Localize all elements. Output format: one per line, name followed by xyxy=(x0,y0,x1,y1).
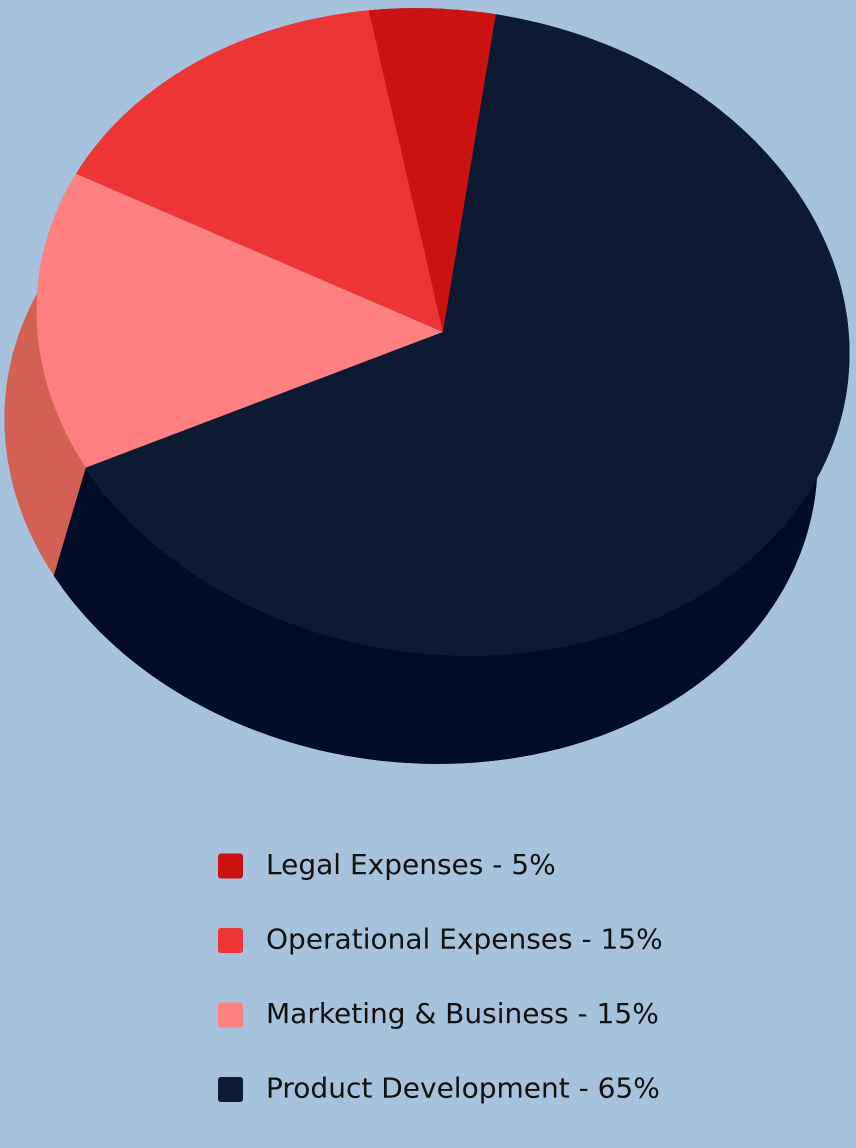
legend-swatch xyxy=(218,928,243,953)
legend-label: Legal Expenses - 5% xyxy=(266,848,556,881)
legend-label: Product Development - 65% xyxy=(266,1072,660,1105)
pie-slice xyxy=(76,10,443,333)
pie-tops xyxy=(36,8,850,656)
legend-swatch xyxy=(218,1002,243,1028)
legend-label: Operational Expenses - 15% xyxy=(266,923,663,956)
pie-side xyxy=(4,173,86,576)
legend-swatch xyxy=(218,1077,243,1102)
legend: Legal Expenses - 5% Operational Expenses … xyxy=(218,848,663,1105)
legend-swatch xyxy=(218,853,243,879)
legend-label: Marketing & Business - 15% xyxy=(266,997,659,1030)
pie-slice xyxy=(368,8,496,332)
pie-slice xyxy=(85,14,850,656)
pie-slice xyxy=(36,173,443,468)
